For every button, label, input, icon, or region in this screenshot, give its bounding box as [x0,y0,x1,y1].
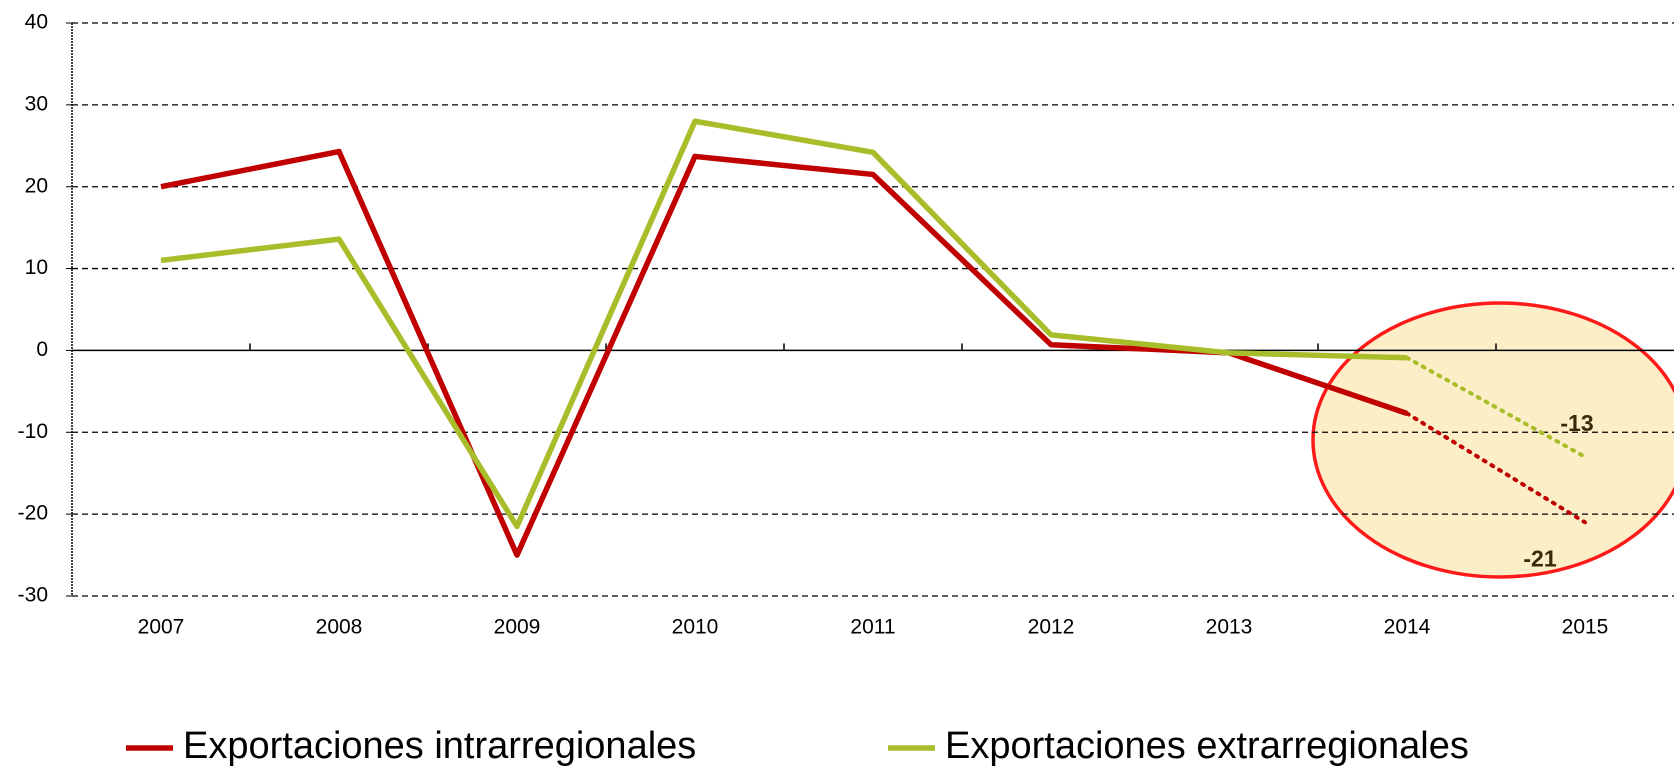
y-tick-label: 40 [25,11,48,34]
y-tick-label: 10 [25,256,48,279]
x-tick-label: 2008 [316,616,363,639]
x-tick-label: 2012 [1028,616,1075,639]
data-label: -21 [1523,545,1556,571]
x-tick-label: 2015 [1562,616,1609,639]
x-tick-label: 2011 [850,616,895,639]
legend-label: Exportaciones extrarregionales [945,725,1469,767]
data-label: -13 [1560,410,1593,436]
y-tick-label: -30 [18,584,48,607]
legend-label: Exportaciones intrarregionales [183,725,696,767]
x-tick-label: 2014 [1384,616,1431,639]
x-tick-label: 2010 [672,616,719,639]
y-tick-label: 20 [25,174,48,197]
highlight-ellipse [1311,301,1674,579]
y-tick-label: -10 [18,420,48,443]
x-tick-label: 2013 [1206,616,1253,639]
line-dotted [1405,411,1587,525]
y-tick-label: -20 [18,502,48,525]
y-tick-label: 30 [25,92,48,115]
line-dotted [1405,355,1587,459]
line-solid [160,118,1408,530]
y-tick-label: 0 [36,338,48,361]
x-tick-label: 2009 [494,616,541,639]
x-tick-label: 2007 [138,616,185,639]
